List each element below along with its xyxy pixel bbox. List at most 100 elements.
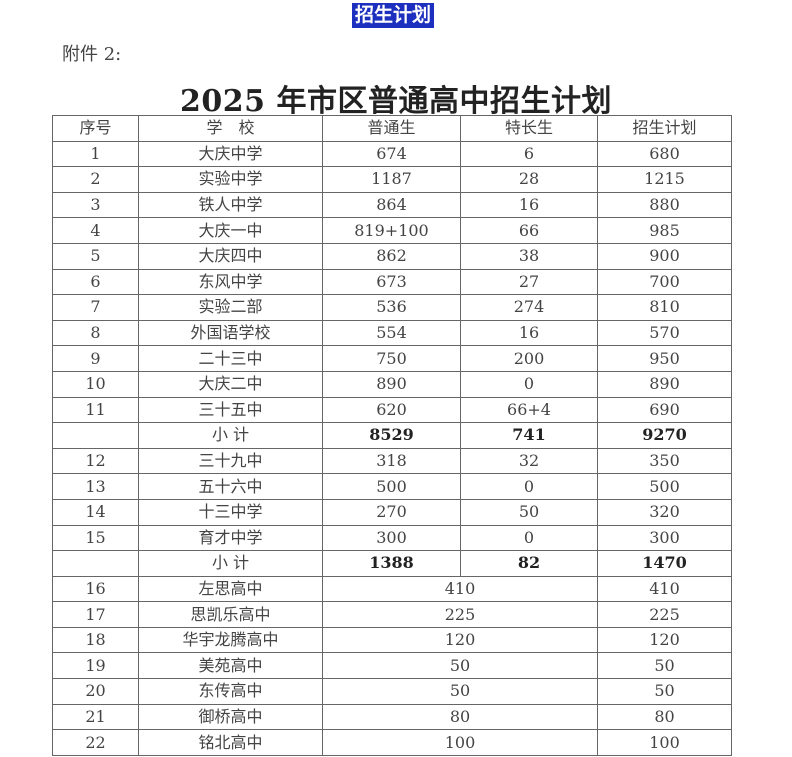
table-row: 4 大庆一中 819+100 66 985 [52, 217, 732, 244]
cell-no: 6 [52, 268, 139, 296]
cell-no [52, 550, 139, 577]
header-no: 序号 [52, 115, 139, 142]
cell-special: 6 [460, 140, 598, 168]
table-row: 12 三十九中 318 32 350 [52, 447, 732, 475]
cell-no: 7 [52, 294, 139, 321]
table-row: 18 华宇龙腾高中 120 120 [52, 626, 732, 654]
cell-regular: 674 [322, 140, 461, 168]
cell-school: 二十三中 [138, 345, 323, 372]
cell-regular: 554 [322, 319, 461, 347]
header-school: 学 校 [138, 115, 323, 142]
cell-plan: 9270 [597, 422, 732, 449]
subtotal-row: 小 计 8529 741 9270 [52, 422, 732, 449]
cell-combined: 50 [322, 678, 598, 705]
cell-plan: 50 [597, 652, 732, 680]
cell-regular: 890 [322, 370, 461, 398]
cell-regular: 318 [322, 447, 461, 475]
table-row: 16 左思高中 410 410 [52, 575, 732, 603]
cell-special: 16 [460, 191, 598, 219]
cell-school: 大庆二中 [138, 370, 323, 398]
cell-plan: 810 [597, 294, 732, 321]
cell-special: 28 [460, 166, 598, 193]
cell-no: 9 [52, 345, 139, 372]
cell-plan: 120 [597, 626, 732, 654]
cell-school: 实验二部 [138, 294, 323, 321]
cell-plan: 350 [597, 447, 732, 475]
cell-special: 66+4 [460, 396, 598, 424]
table-row: 9 二十三中 750 200 950 [52, 345, 732, 372]
table-row: 21 御桥高中 80 80 [52, 703, 732, 731]
table-row: 3 铁人中学 864 16 880 [52, 191, 732, 219]
cell-no: 21 [52, 703, 139, 731]
cell-school: 大庆一中 [138, 217, 323, 244]
cell-regular: 620 [322, 396, 461, 424]
table-row: 22 铭北高中 100 100 [52, 729, 732, 756]
table-row: 13 五十六中 500 0 500 [52, 473, 732, 500]
cell-special: 274 [460, 294, 598, 321]
cell-no: 5 [52, 242, 139, 270]
cell-plan: 300 [597, 524, 732, 552]
cell-no: 3 [52, 191, 139, 219]
cell-school: 五十六中 [138, 473, 323, 500]
table-row: 10 大庆二中 890 0 890 [52, 370, 732, 398]
cell-special: 200 [460, 345, 598, 372]
table-row: 7 实验二部 536 274 810 [52, 294, 732, 321]
table-row: 5 大庆四中 862 38 900 [52, 242, 732, 270]
cell-school: 东传高中 [138, 678, 323, 705]
cell-school: 实验中学 [138, 166, 323, 193]
header-special: 特长生 [460, 115, 598, 142]
cell-no: 17 [52, 601, 139, 628]
cell-plan: 410 [597, 575, 732, 603]
cell-regular: 8529 [322, 422, 461, 449]
cell-special: 0 [460, 524, 598, 552]
header-regular: 普通生 [322, 115, 461, 142]
cell-regular: 500 [322, 473, 461, 500]
cell-plan: 320 [597, 498, 732, 526]
cell-school: 铁人中学 [138, 191, 323, 219]
cell-plan: 570 [597, 319, 732, 347]
cell-plan: 890 [597, 370, 732, 398]
cell-plan: 880 [597, 191, 732, 219]
cell-school: 育才中学 [138, 524, 323, 552]
cell-no: 15 [52, 524, 139, 552]
cell-regular: 1388 [322, 550, 461, 577]
cell-combined: 80 [322, 703, 598, 731]
table-row: 2 实验中学 1187 28 1215 [52, 166, 732, 193]
cell-plan: 100 [597, 729, 732, 756]
cell-special: 741 [460, 422, 598, 449]
cell-special: 50 [460, 498, 598, 526]
cell-plan: 900 [597, 242, 732, 270]
cell-school: 思凯乐高中 [138, 601, 323, 628]
cell-no: 22 [52, 729, 139, 756]
banner-title: 招生计划 [352, 3, 434, 28]
cell-no: 2 [52, 166, 139, 193]
cell-regular: 673 [322, 268, 461, 296]
cell-regular: 862 [322, 242, 461, 270]
document-title: 2025 年市区普通高中招生计划 [180, 84, 612, 119]
cell-special: 16 [460, 319, 598, 347]
cell-plan: 690 [597, 396, 732, 424]
cell-plan: 950 [597, 345, 732, 372]
table-row: 15 育才中学 300 0 300 [52, 524, 732, 552]
cell-no: 14 [52, 498, 139, 526]
cell-regular: 300 [322, 524, 461, 552]
table-row: 17 思凯乐高中 225 225 [52, 601, 732, 628]
cell-school: 大庆中学 [138, 140, 323, 168]
cell-no: 16 [52, 575, 139, 603]
cell-special: 27 [460, 268, 598, 296]
cell-no: 1 [52, 140, 139, 168]
cell-plan: 985 [597, 217, 732, 244]
table-row: 8 外国语学校 554 16 570 [52, 319, 732, 347]
cell-regular: 536 [322, 294, 461, 321]
cell-school: 小 计 [138, 550, 323, 577]
cell-combined: 120 [322, 626, 598, 654]
cell-plan: 1215 [597, 166, 732, 193]
cell-plan: 80 [597, 703, 732, 731]
cell-plan: 700 [597, 268, 732, 296]
cell-school: 美苑高中 [138, 652, 323, 680]
cell-no: 12 [52, 447, 139, 475]
cell-plan: 500 [597, 473, 732, 500]
cell-special: 0 [460, 370, 598, 398]
cell-regular: 819+100 [322, 217, 461, 244]
cell-school: 左思高中 [138, 575, 323, 603]
